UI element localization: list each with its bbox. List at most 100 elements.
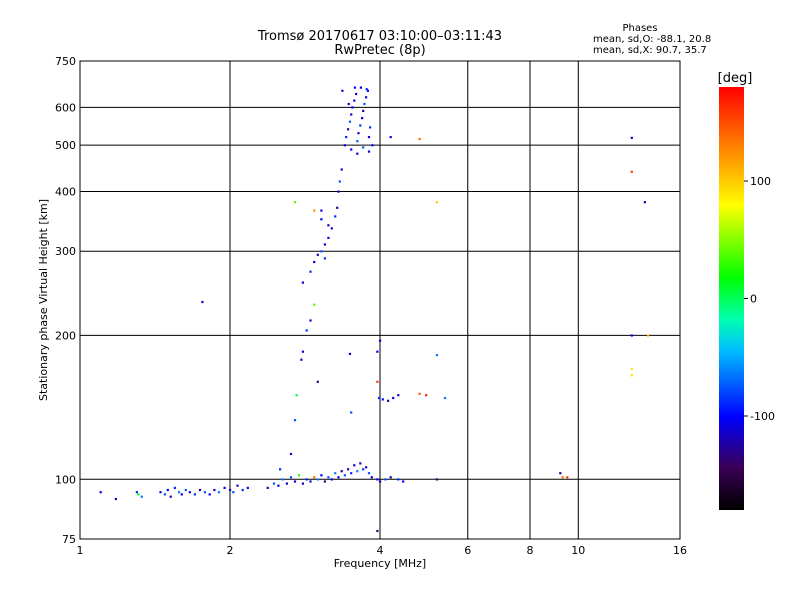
data-point (293, 419, 297, 422)
data-point (301, 482, 304, 485)
data-point (340, 470, 343, 473)
y-tick-label: 200 (55, 329, 76, 342)
data-point (316, 253, 319, 256)
data-point (320, 218, 323, 221)
data-point (376, 478, 379, 481)
data-point (313, 476, 316, 479)
data-point (389, 136, 392, 139)
data-point (353, 86, 356, 89)
data-point (348, 352, 352, 355)
data-point (135, 491, 138, 494)
data-point (305, 478, 308, 481)
data-point (392, 396, 395, 400)
data-point (337, 190, 340, 193)
colorbar-tick-label: 0 (750, 293, 757, 306)
data-point (366, 89, 369, 92)
data-point (387, 399, 390, 402)
data-point (140, 495, 143, 498)
data-point (425, 394, 428, 397)
data-point (359, 86, 362, 89)
y-tick-label: 750 (55, 55, 76, 68)
y-tick-labels: 75 100 200 300 400 500 600 750 (55, 55, 76, 546)
data-point (381, 398, 384, 401)
data-point (561, 476, 564, 479)
data-point (369, 126, 372, 129)
data-point (217, 491, 221, 494)
data-point (277, 484, 280, 487)
data-point (630, 368, 633, 371)
data-point (379, 339, 382, 342)
grid-lines (79, 60, 681, 540)
data-point (345, 136, 348, 139)
data-point (203, 491, 206, 494)
data-point (630, 170, 633, 173)
data-point (193, 493, 196, 496)
data-point (309, 480, 312, 483)
data-point (163, 493, 166, 496)
data-point (356, 140, 359, 143)
data-point (435, 478, 438, 481)
data-point (334, 472, 337, 475)
data-point (347, 128, 350, 131)
y-tick-label: 75 (62, 533, 76, 546)
y-tick-label: 500 (55, 139, 76, 152)
x-tick-label: 6 (464, 544, 471, 557)
data-point (402, 480, 405, 483)
chart-subtitle: RwPretec (8p) (334, 43, 425, 58)
data-point (223, 486, 226, 489)
data-point (320, 250, 323, 253)
data-point (355, 92, 358, 96)
data-point (300, 358, 303, 361)
y-tick-label: 400 (55, 185, 76, 198)
x-tick-labels: 1 2 4 6 8 10 16 (77, 544, 688, 557)
data-point (337, 476, 340, 479)
data-point (281, 478, 284, 481)
data-point (359, 124, 362, 127)
data-point (363, 102, 366, 106)
x-axis-label: Frequency [MHz] (334, 557, 426, 570)
x-tick-label: 16 (673, 544, 687, 557)
data-point (362, 109, 365, 112)
colorbar-tick-label: 100 (750, 175, 771, 188)
data-point (367, 136, 371, 139)
data-point (169, 495, 172, 498)
data-point (566, 476, 569, 479)
data-point (114, 497, 117, 501)
data-point (99, 491, 102, 494)
data-point (359, 462, 362, 465)
data-point (367, 150, 371, 153)
data-point (397, 478, 400, 481)
plot-frame (79, 60, 681, 540)
data-point (356, 152, 359, 155)
phases-line-x: mean, sd,X: 90.7, 35.7 (593, 45, 707, 56)
data-point (347, 468, 350, 471)
data-point (173, 486, 176, 489)
data-point (370, 476, 373, 479)
data-point (365, 96, 368, 99)
data-point (559, 472, 562, 475)
data-point (348, 120, 352, 123)
data-point (313, 303, 316, 306)
data-point (293, 480, 297, 483)
data-point (630, 334, 633, 337)
data-point (166, 488, 169, 492)
data-point (246, 486, 249, 489)
data-point (376, 350, 379, 353)
data-point (377, 396, 381, 400)
data-point (297, 474, 301, 477)
phases-line-o: mean, sd,O: -88.1, 20.8 (593, 34, 711, 45)
data-point (313, 209, 316, 212)
data-point (371, 144, 374, 147)
data-point (334, 215, 337, 218)
data-point (418, 392, 421, 395)
x-tick-label: 1 (77, 544, 84, 557)
data-point (365, 466, 368, 469)
data-point (293, 201, 297, 204)
data-point (376, 529, 379, 533)
data-point (208, 493, 211, 496)
data-point (435, 354, 438, 357)
data-point (178, 491, 181, 494)
data-point (647, 334, 650, 337)
data-point (367, 472, 371, 475)
data-point (630, 136, 633, 139)
